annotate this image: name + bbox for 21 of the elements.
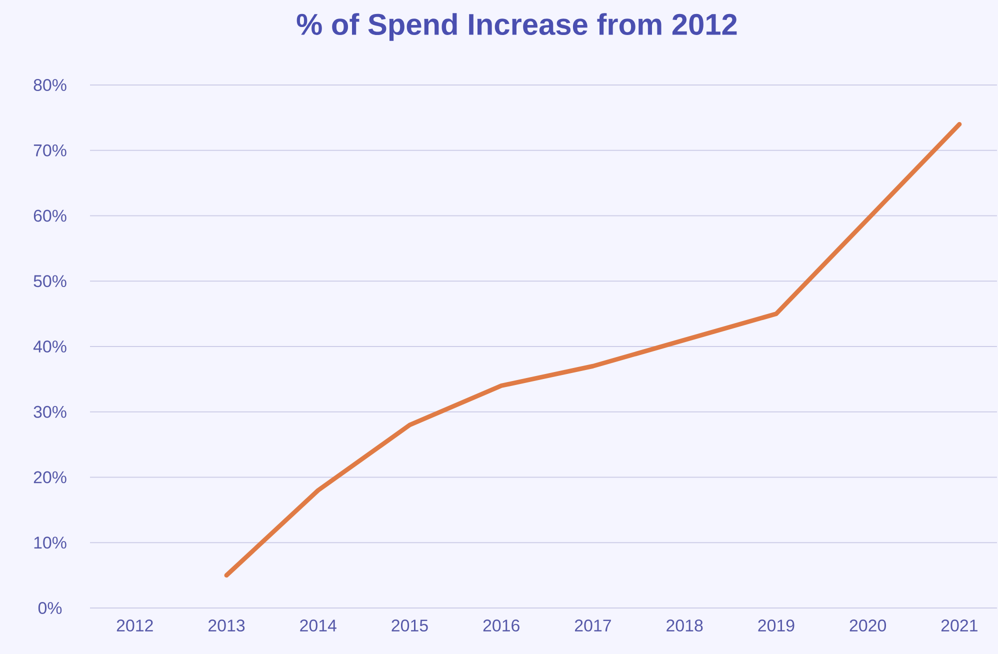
x-tick-label: 2020 xyxy=(850,620,886,632)
x-tick-label: 2019 xyxy=(758,620,794,632)
x-tick-label: 2015 xyxy=(392,620,428,632)
y-tick-label: 80% xyxy=(34,79,66,92)
chart-title: % of Spend Increase from 2012 xyxy=(296,13,737,41)
y-tick-label: 10% xyxy=(34,536,66,549)
line-series xyxy=(224,122,962,578)
x-tick-label: 2013 xyxy=(208,620,245,632)
x-tick-label: 2018 xyxy=(666,620,703,632)
y-tick-label: 50% xyxy=(34,275,66,288)
y-tick-label: 40% xyxy=(33,340,66,353)
y-tick-label: 70% xyxy=(34,144,66,156)
y-tick-label: 20% xyxy=(34,471,66,484)
y-tick-label: 60% xyxy=(34,210,66,222)
x-tick-label: 2012 xyxy=(116,620,153,632)
x-tick-label: 2017 xyxy=(574,620,611,632)
y-tick-label: 0% xyxy=(38,602,62,614)
x-tick-label: 2014 xyxy=(300,620,336,632)
y-tick-label: 30% xyxy=(34,406,66,418)
x-tick-label: 2016 xyxy=(483,620,520,632)
x-tick-label: 2021 xyxy=(941,620,978,632)
